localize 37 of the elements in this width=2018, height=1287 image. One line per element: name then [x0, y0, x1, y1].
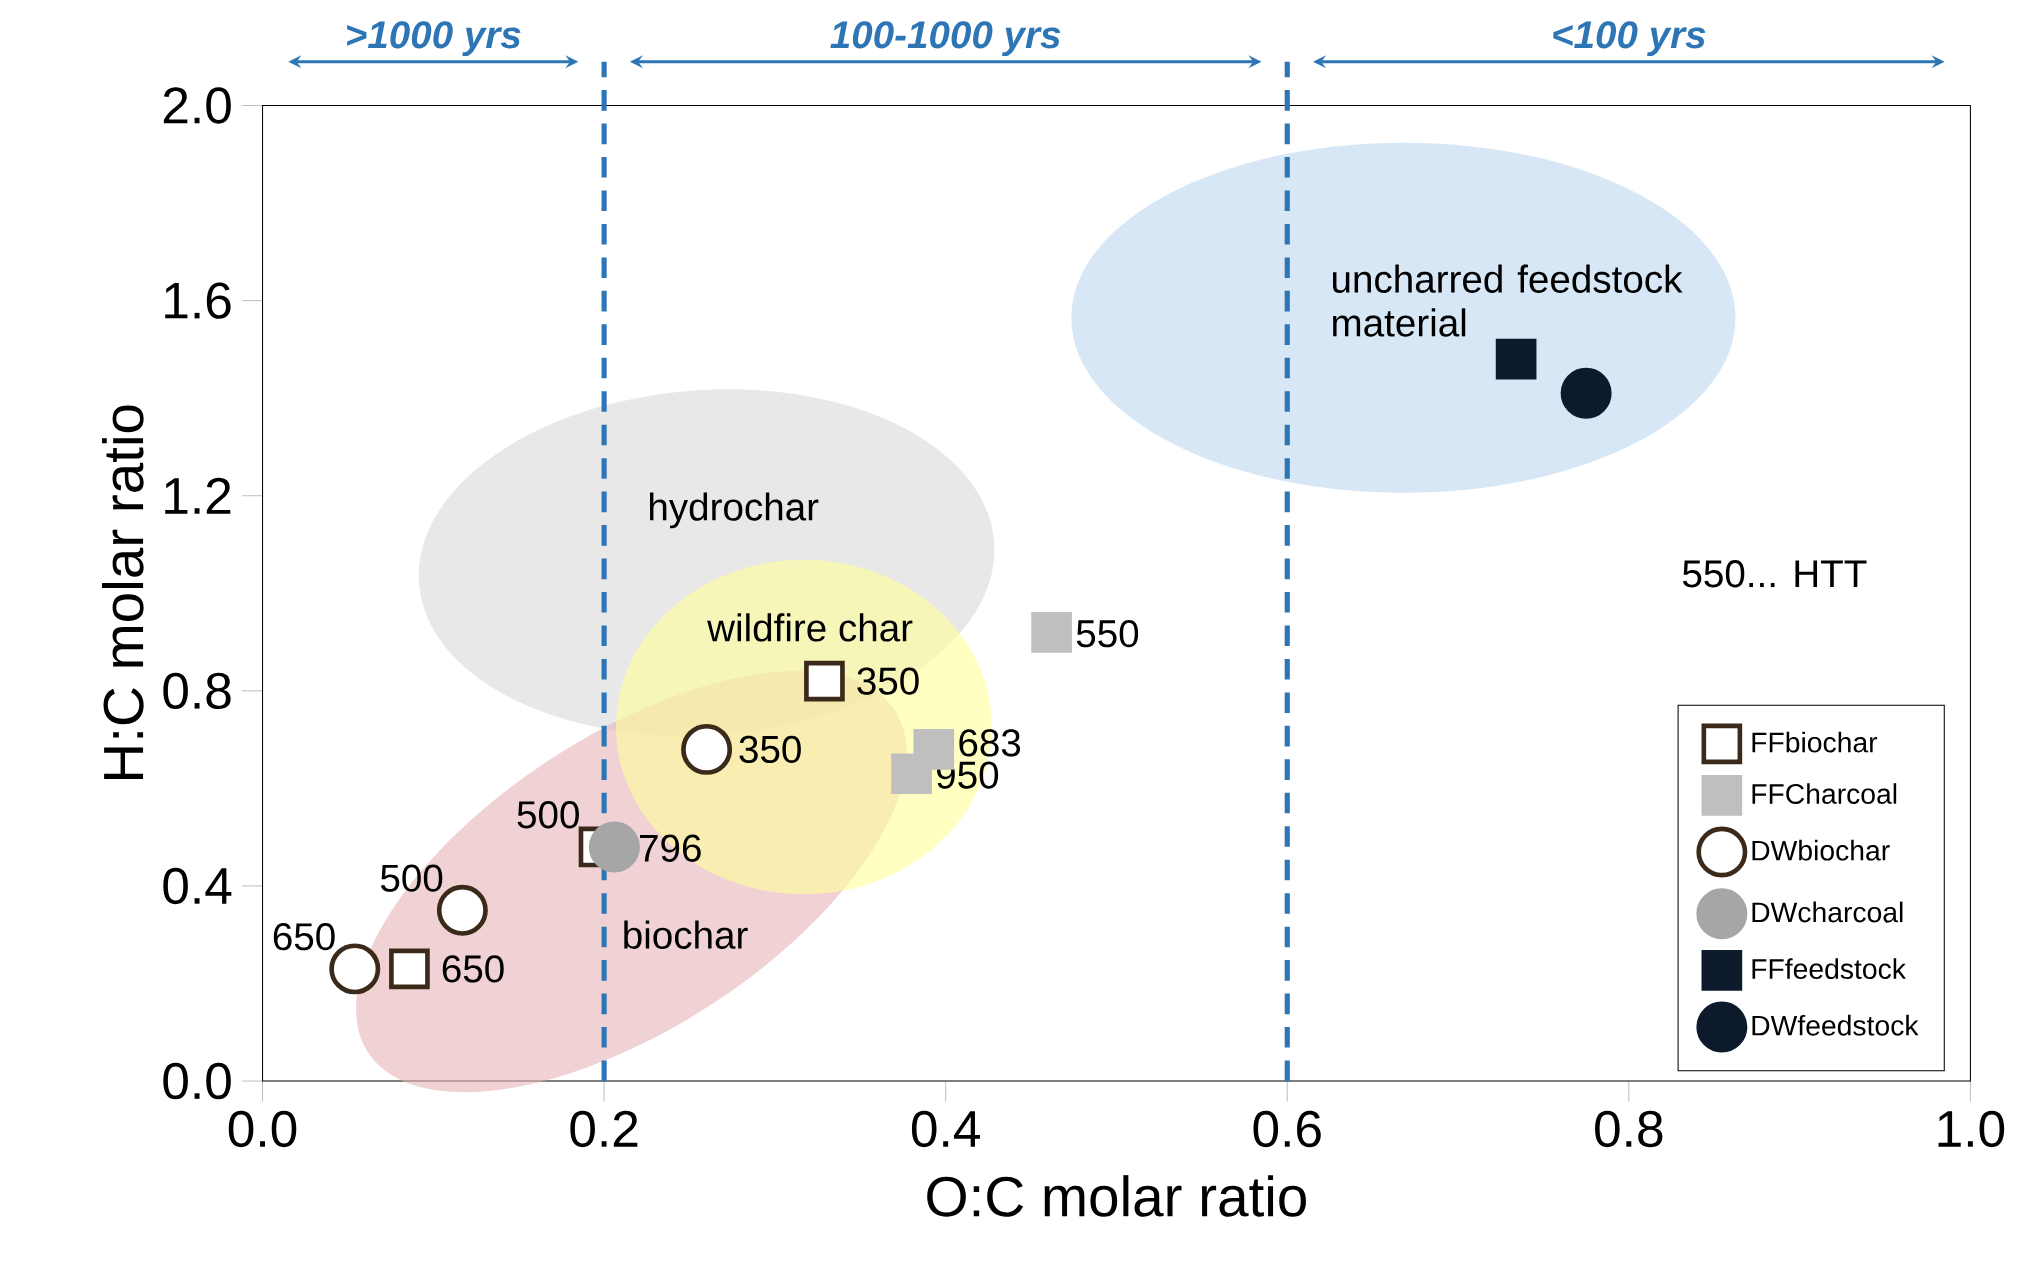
annotation: 650	[273, 923, 335, 951]
legend-label: DWcharcoal	[1752, 901, 1903, 923]
legend-label: DWbiochar	[1752, 839, 1890, 861]
y-tick-label: 0.4	[163, 867, 232, 905]
text: >1000 yrs	[347, 21, 521, 57]
text: <100 yrs	[1553, 21, 1706, 57]
x-tick-label: 0.4	[911, 1110, 980, 1148]
x-tick-label: 0.0	[228, 1110, 297, 1148]
y-tick-label: 0.0	[163, 1062, 231, 1100]
annotation: wildfire char	[707, 613, 913, 642]
annotation: 683	[959, 729, 1021, 757]
x-tick-label: 0.2	[570, 1110, 638, 1148]
annotation: uncharred feedstock material	[1333, 264, 1683, 337]
annotation: biochar	[624, 920, 748, 949]
x-tick-label: 0.8	[1595, 1110, 1663, 1148]
y-tick-label: 1.2	[165, 477, 231, 514]
annotation: hydrochar	[650, 492, 819, 529]
legend-label: FFCharcoal	[1752, 783, 1897, 804]
annotation: 796	[640, 834, 701, 862]
text: 100-1000 yrs	[830, 21, 1061, 57]
annotation: 500	[517, 801, 579, 829]
x-tick-label: 0.6	[1253, 1110, 1321, 1148]
annotation: 550	[1076, 619, 1139, 648]
x-axis-title: O:C molar ratio	[927, 1175, 1306, 1217]
annotation: 550... HTT	[1682, 560, 1867, 588]
y-tick-label: 1.6	[165, 282, 231, 319]
annotation: 650	[442, 955, 504, 983]
x-tick-label: 1.0	[1938, 1110, 2005, 1148]
legend-label: FFfeedstock	[1752, 958, 1906, 980]
y-tick-label: 2.0	[163, 87, 231, 124]
y-tick-label: 0.8	[163, 672, 231, 710]
annotation: 350	[857, 667, 919, 695]
legend-label: FFbiochar	[1752, 731, 1878, 753]
legend-label: DWfeedstock	[1752, 1014, 1919, 1036]
annotation: 500	[380, 864, 443, 892]
annotation: 350	[739, 735, 801, 764]
y-axis-title: H:C molar ratio	[102, 405, 144, 780]
